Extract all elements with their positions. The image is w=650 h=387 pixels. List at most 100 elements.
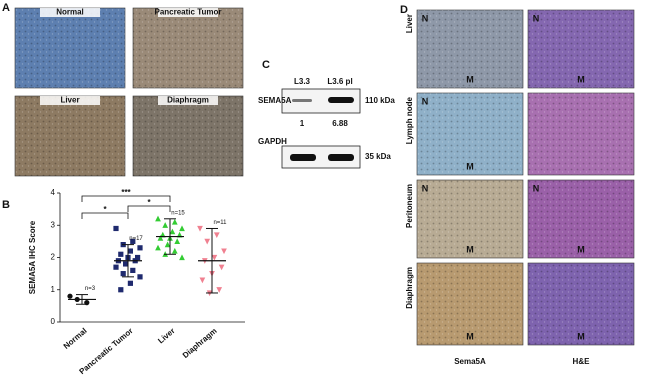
n-label: n=15 xyxy=(171,210,185,216)
band xyxy=(290,154,316,161)
x-tick-label: Normal xyxy=(62,326,89,351)
image-label-bg xyxy=(158,96,218,105)
y-tick-label: 2 xyxy=(51,253,56,262)
n-label: n=17 xyxy=(129,236,143,242)
point xyxy=(174,238,181,244)
point xyxy=(171,218,178,225)
point xyxy=(221,248,227,255)
image-label-bg xyxy=(158,8,218,17)
region-marker: N xyxy=(533,13,540,23)
micrograph-texture xyxy=(417,10,523,88)
point xyxy=(213,232,220,239)
y-tick-label: 0 xyxy=(51,317,56,326)
image-label: Pancreatic Tumor xyxy=(155,8,222,17)
region-marker: M xyxy=(577,74,585,84)
y-tick-label: 3 xyxy=(51,220,56,229)
row-label: Peritoneum xyxy=(405,184,414,228)
point xyxy=(137,274,143,280)
point xyxy=(164,241,171,248)
column-label: Sema5A xyxy=(454,357,486,366)
y-axis-label: SEMA5A IHC Score xyxy=(28,220,37,294)
point xyxy=(127,280,133,286)
micrograph-texture xyxy=(417,93,523,175)
point xyxy=(113,264,119,270)
region-marker: N xyxy=(533,183,540,193)
significance-bracket xyxy=(127,205,171,212)
column-label: H&E xyxy=(573,357,591,366)
micrograph-texture xyxy=(15,96,125,176)
point xyxy=(120,271,126,277)
point xyxy=(179,225,185,232)
significance-label: * xyxy=(103,205,107,214)
significance-label: * xyxy=(147,198,151,207)
image-label: Liver xyxy=(60,96,79,105)
point xyxy=(218,264,225,271)
region-marker: N xyxy=(422,96,429,106)
micrograph-texture xyxy=(528,263,634,345)
micrograph-texture xyxy=(133,8,243,88)
blot xyxy=(281,145,361,169)
point xyxy=(169,228,176,235)
point xyxy=(199,277,206,284)
point xyxy=(118,251,124,257)
panel-letter: B xyxy=(2,199,10,211)
micrograph-texture xyxy=(528,180,634,258)
point xyxy=(155,244,161,251)
significance-label: *** xyxy=(121,188,131,197)
micrograph-texture xyxy=(528,93,634,175)
image-label-bg xyxy=(40,96,100,105)
point xyxy=(157,235,164,241)
region-marker: M xyxy=(466,244,474,254)
lane-label: L3.6 pl xyxy=(327,77,352,86)
region-marker: M xyxy=(466,161,474,171)
point xyxy=(204,238,211,245)
region-marker: N xyxy=(422,13,429,23)
blot-size: 110 kDa xyxy=(365,96,395,105)
x-tick-label: Liver xyxy=(156,326,176,345)
row-label: Lymph node xyxy=(405,96,414,144)
significance-bracket xyxy=(81,195,171,202)
point xyxy=(118,287,124,293)
blot-size: 35 kDa xyxy=(365,152,391,161)
point xyxy=(130,238,136,244)
row-label: Liver xyxy=(405,14,414,33)
region-marker: N xyxy=(422,183,429,193)
point xyxy=(197,225,203,232)
point xyxy=(130,267,136,273)
blot-label: GAPDH xyxy=(258,137,287,146)
point xyxy=(127,248,133,254)
micrograph-texture xyxy=(15,8,125,88)
panel-letter: A xyxy=(2,2,10,14)
significance-bracket xyxy=(81,212,129,219)
point xyxy=(113,225,119,232)
band-faint xyxy=(292,99,312,102)
image-label: Diaphragm xyxy=(167,96,209,105)
n-label: n=11 xyxy=(213,220,227,226)
micrograph-texture xyxy=(417,180,523,258)
point xyxy=(216,287,223,293)
region-marker: M xyxy=(466,331,474,341)
panel-letter: C xyxy=(262,59,270,71)
y-tick-label: 4 xyxy=(51,188,56,197)
micrograph-texture xyxy=(528,10,634,88)
region-marker: M xyxy=(577,244,585,254)
panel-letter: D xyxy=(400,4,408,16)
region-marker: M xyxy=(466,74,474,84)
point xyxy=(179,254,185,261)
point xyxy=(137,245,143,251)
y-tick-label: 1 xyxy=(51,285,56,294)
image-label-bg xyxy=(40,8,100,17)
n-label: n=3 xyxy=(85,286,96,292)
point xyxy=(162,222,169,228)
point xyxy=(67,293,73,299)
blot-label: SEMA5A xyxy=(258,96,292,105)
row-label: Diaphragm xyxy=(405,267,414,309)
quant-label: 6.88 xyxy=(332,119,348,128)
micrograph-texture xyxy=(133,96,243,176)
band xyxy=(328,97,354,103)
point xyxy=(135,254,141,261)
region-marker: M xyxy=(577,331,585,341)
micrograph-texture xyxy=(417,263,523,345)
x-tick-label: Diaphragm xyxy=(181,326,219,360)
